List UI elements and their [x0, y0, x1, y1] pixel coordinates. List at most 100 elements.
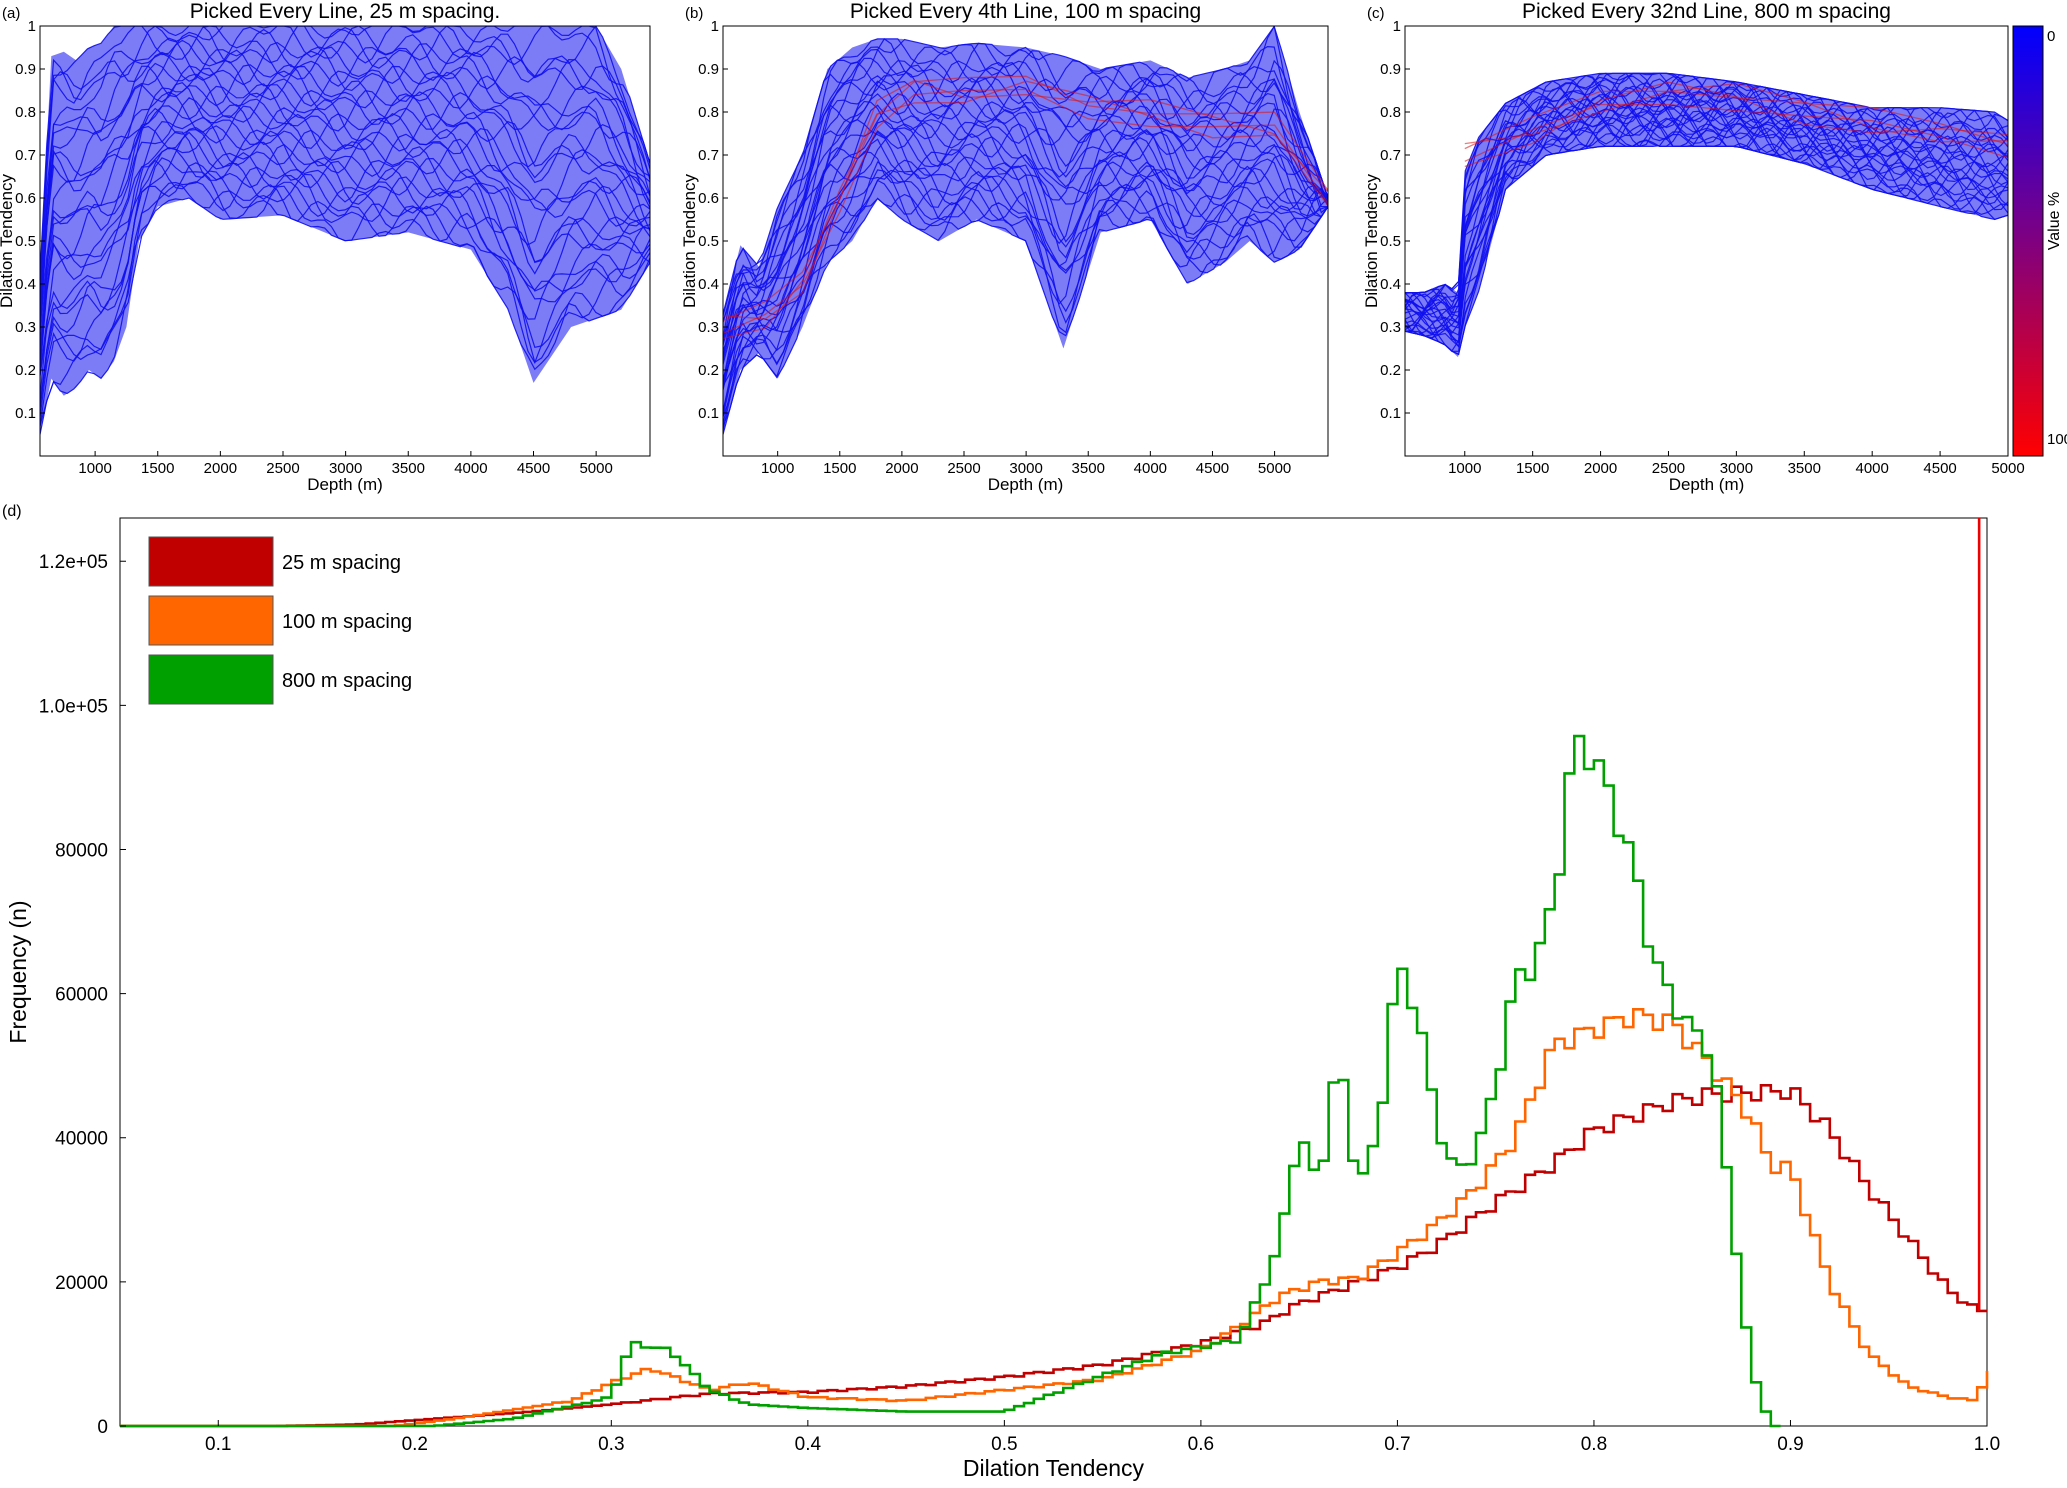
sample-trace	[723, 104, 1328, 365]
sample-trace	[723, 49, 1328, 361]
y-tick-label: 0.5	[15, 233, 36, 250]
y-tick-label: 0.6	[698, 190, 719, 207]
x-tick-label: 3500	[392, 460, 425, 477]
y-tick-label: 0.5	[698, 233, 719, 250]
x-axis-label: Dilation Tendency	[963, 1455, 1145, 1481]
high-value-trace	[1464, 82, 2008, 145]
panel-title: Picked Every 32nd Line, 800 m spacing	[1522, 0, 1891, 23]
y-tick-label: 0.6	[1380, 190, 1401, 207]
y-tick-label: 80000	[55, 840, 108, 861]
sample-trace	[40, 170, 650, 427]
panel-a: 1000 1500 2000 2500 3000 3500 4000 4500 5000 0.1 0…	[0, 0, 651, 494]
x-tick-label: 2500	[1652, 460, 1685, 477]
x-tick-label: 0.4	[795, 1434, 822, 1455]
sample-trace	[40, 26, 650, 285]
panel-title: Picked Every Line, 25 m spacing.	[190, 0, 501, 23]
sample-trace	[40, 84, 650, 357]
x-tick-label: 4500	[517, 460, 550, 477]
y-tick-label: 0	[97, 1417, 108, 1438]
x-tick-label: 3500	[1072, 460, 1105, 477]
sample-trace	[40, 97, 650, 346]
legend-swatch	[148, 595, 274, 646]
x-tick-label: 4000	[454, 460, 487, 477]
legend-swatch	[148, 654, 274, 705]
colorbar-label: Value %	[2046, 192, 2063, 250]
y-tick-label: 0.7	[1380, 147, 1401, 164]
y-tick-label: 0.2	[698, 362, 719, 379]
x-tick-label: 5000	[1258, 460, 1291, 477]
x-tick-label: 4000	[1856, 460, 1889, 477]
y-tick-label: 1.0e+05	[39, 696, 108, 717]
colorbar-min-label: 0	[2047, 28, 2055, 45]
panel-title: Picked Every 4th Line, 100 m spacing	[850, 0, 1201, 23]
sample-trace	[723, 149, 1328, 417]
y-tick-label: 1.2e+05	[39, 552, 108, 573]
panel-label: (c)	[1367, 5, 1385, 22]
colorbar	[2012, 25, 2044, 457]
x-tick-label: 1500	[823, 460, 856, 477]
sample-trace	[723, 60, 1328, 337]
plot-area	[723, 26, 1328, 435]
sample-trace	[40, 49, 650, 318]
sample-trace	[1405, 72, 2008, 310]
x-axis-label: Depth (m)	[988, 475, 1064, 494]
y-tick-label: 0.8	[15, 104, 36, 121]
y-tick-label: 0.7	[698, 147, 719, 164]
y-tick-label: 20000	[55, 1273, 108, 1294]
sample-trace	[1405, 82, 2008, 332]
plot-area	[1405, 72, 2008, 358]
y-tick-label: 0.9	[15, 61, 36, 78]
y-tick-label: 0.4	[698, 276, 719, 293]
x-tick-label: 3000	[329, 460, 362, 477]
y-tick-label: 0.1	[15, 405, 36, 422]
sample-trace	[40, 26, 650, 279]
y-tick-label: 0.1	[698, 405, 719, 422]
x-tick-label: 0.8	[1581, 1434, 1607, 1455]
sample-trace	[1405, 72, 2008, 310]
x-tick-label: 0.3	[598, 1434, 624, 1455]
x-tick-label: 4500	[1923, 460, 1956, 477]
y-tick-label: 0.9	[1380, 61, 1401, 78]
y-tick-label: 0.3	[15, 319, 36, 336]
high-value-trace	[723, 75, 1328, 322]
panel-label: (a)	[2, 5, 20, 22]
x-tick-label: 4500	[1196, 460, 1229, 477]
y-tick-label: 0.8	[698, 104, 719, 121]
sample-trace	[723, 75, 1328, 359]
y-tick-label: 40000	[55, 1129, 108, 1150]
panel-label: (d)	[2, 503, 22, 520]
panel-label: (b)	[685, 5, 703, 22]
sample-trace	[723, 151, 1328, 387]
y-axis-label: Dilation Tendency	[680, 174, 699, 308]
sample-trace	[40, 28, 650, 329]
y-tick-label: 0.1	[1380, 405, 1401, 422]
x-tick-label: 2000	[204, 460, 237, 477]
high-value-trace	[723, 80, 1328, 340]
high-value-trace	[1464, 90, 2008, 150]
y-tick-label: 1	[711, 18, 719, 35]
sample-trace	[723, 100, 1328, 351]
plot-area	[120, 518, 1989, 1428]
sample-trace	[40, 116, 650, 368]
y-tick-label: 0.7	[15, 147, 36, 164]
colorbar-max-label: 100	[2047, 431, 2067, 448]
sample-trace	[1405, 78, 2008, 335]
legend-label: 800 m spacing	[282, 670, 412, 692]
x-tick-label: 1000	[761, 460, 794, 477]
x-tick-label: 2500	[266, 460, 299, 477]
x-tick-label: 2000	[885, 460, 918, 477]
sample-trace	[40, 62, 650, 318]
sample-trace	[40, 107, 650, 367]
legend-label: 100 m spacing	[282, 611, 412, 633]
x-tick-label: 0.9	[1777, 1434, 1803, 1455]
sample-trace	[40, 39, 650, 292]
panel-b: 1000 1500 2000 2500 3000 3500 4000 4500 5000 0.1 0…	[680, 0, 1329, 494]
sample-trace	[40, 184, 650, 435]
y-tick-label: 1	[1393, 18, 1401, 35]
y-tick-label: 0.9	[698, 61, 719, 78]
high-value-trace	[723, 88, 1328, 334]
plot-frame	[119, 517, 1988, 1427]
x-tick-label: 5000	[579, 460, 612, 477]
x-tick-label: 2000	[1584, 460, 1617, 477]
